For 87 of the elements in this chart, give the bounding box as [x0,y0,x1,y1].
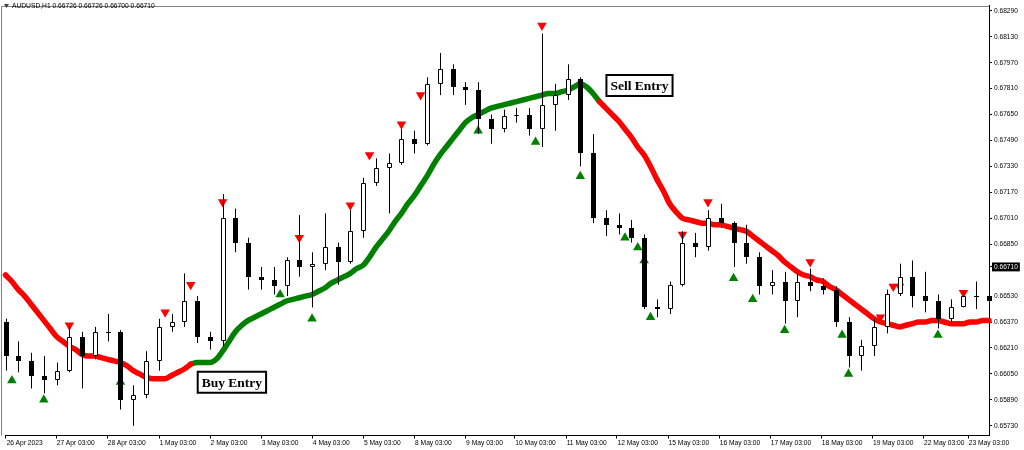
point [415,92,426,101]
candlestick [438,52,443,96]
candlestick [412,130,417,154]
candlestick [629,219,634,244]
candlestick [744,224,749,265]
candlestick [591,133,596,224]
point [645,311,656,320]
candlestick [795,271,800,318]
candlestick [463,81,468,106]
candlestick [757,251,762,295]
candlestick [310,251,315,308]
candlestick [16,340,21,373]
candlestick [847,316,852,368]
candlestick [770,269,775,295]
candlestick [195,295,200,344]
candlestick [170,313,175,333]
candlestick [540,33,545,148]
candlestick [872,318,877,357]
candlestick [157,318,162,372]
annotation: Sell Entry [610,78,669,94]
candlestick [348,209,353,265]
candlestick [783,271,788,325]
candlestick [233,208,238,253]
candlestick [285,256,290,297]
point [843,368,854,377]
candlestick [808,268,813,292]
candlestick [489,114,494,145]
candlestick [259,266,264,291]
candlestick [527,107,532,137]
point [345,202,356,211]
candlestick [93,326,98,360]
candlestick [604,209,609,237]
point [307,313,317,322]
point [933,329,943,338]
point [728,272,739,282]
annotation: Buy Entry [201,374,263,390]
candlestick [502,109,507,133]
candlestick [451,63,456,96]
candlestick [923,271,928,313]
candlestick [834,285,839,328]
candlestick [272,266,277,295]
point [364,152,375,161]
candlestick [514,107,519,124]
candlestick [910,259,915,308]
candlestick [246,237,251,291]
point [632,241,643,251]
point [837,329,847,338]
candlestick [693,232,698,258]
point [779,324,790,333]
point [275,288,285,298]
candlestick [949,298,954,325]
candlestick [617,212,622,236]
point [703,199,713,208]
candlestick [566,63,571,101]
candlestick [821,277,826,295]
candlestick [387,152,392,214]
candlestick [131,384,136,427]
candlestick [885,289,890,334]
candlestick [719,203,724,229]
candlestick [208,331,213,351]
candlestick [80,331,85,389]
candlestick [361,177,366,239]
point [620,232,630,241]
candlestick [974,281,979,310]
candlestick [323,212,328,271]
candlestick [29,352,34,389]
candlestick [144,350,149,399]
candlestick [42,355,47,394]
candlestick [553,83,558,132]
candlestick [668,281,673,315]
candlestick [106,313,111,342]
candlestick [4,318,9,372]
candlestick [399,128,404,166]
point [805,259,815,268]
candlestick [655,298,660,318]
candlestick [336,242,341,286]
point [537,22,547,31]
candlestick [182,272,187,328]
point [39,394,49,403]
candlestick [936,293,941,330]
candlestick [578,76,583,167]
candlestick [374,157,379,187]
point [7,374,17,384]
candlestick [55,362,60,386]
candlestick [859,339,864,372]
point [747,293,758,303]
candlestick [706,209,711,252]
